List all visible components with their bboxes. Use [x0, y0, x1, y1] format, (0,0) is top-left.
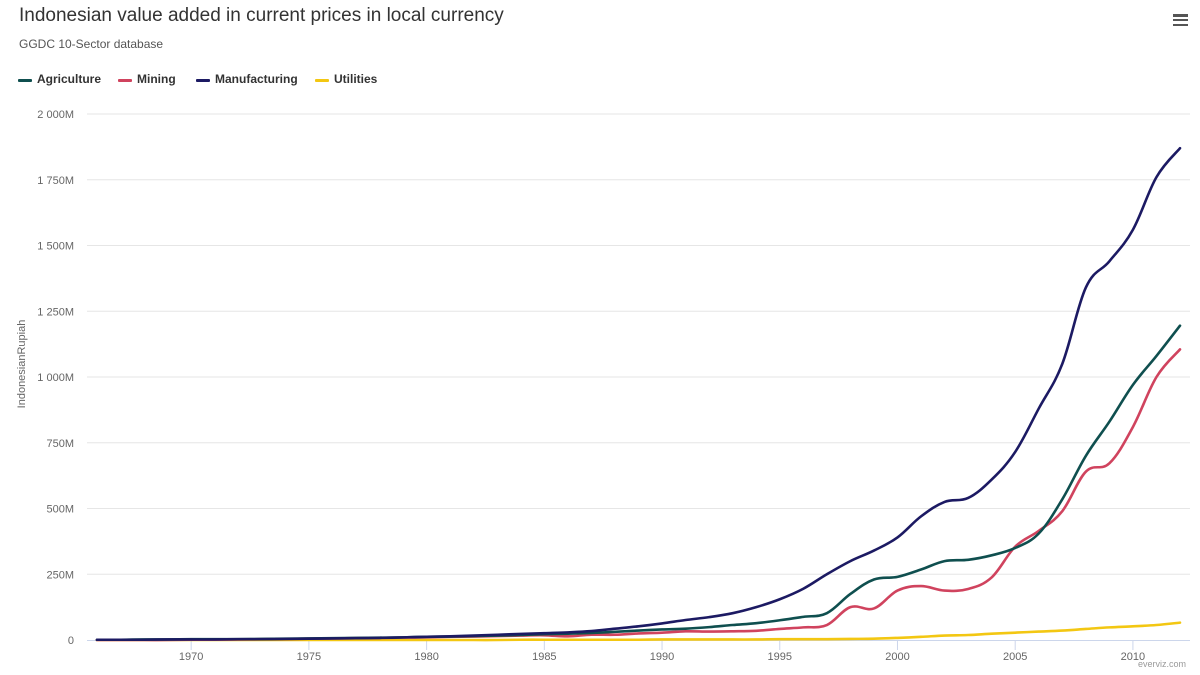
x-tick-label: 1975: [297, 651, 321, 663]
legend-label-manufacturing: Manufacturing: [215, 72, 298, 86]
legend-label-utilities: Utilities: [334, 72, 378, 86]
legend-swatch-utilities: [315, 79, 329, 82]
x-tick-label: 1980: [414, 651, 438, 663]
x-tick-label: 1970: [179, 651, 203, 663]
y-tick-label: 750M: [46, 438, 74, 450]
x-axis: 1970 1975 1980 1985 1990 1995 2000 2005 2010: [87, 640, 1190, 663]
gridlines: [87, 113, 1190, 575]
x-tick-label: 2005: [1003, 651, 1027, 663]
menu-bar: [1172, 18, 1188, 22]
y-tick-label: 1 000M: [37, 372, 74, 384]
series-lines: [95, 146, 1182, 642]
y-tick-label: 0: [68, 635, 74, 647]
menu-bar: [1172, 23, 1188, 27]
chart-title: Indonesian value added in current prices…: [19, 5, 504, 26]
y-tick-label: 1 500M: [37, 241, 74, 253]
y-tick-label: 500M: [46, 504, 74, 516]
y-tick-label: 1 750M: [37, 175, 74, 187]
x-tick-label: 1985: [532, 651, 556, 663]
y-tick-label: 250M: [46, 569, 74, 581]
legend-swatch-manufacturing: [196, 79, 210, 82]
x-tick-label: 2000: [885, 651, 909, 663]
legend-swatch-mining: [118, 79, 132, 82]
x-tick-label: 1995: [768, 651, 792, 663]
y-tick-label: 2 000M: [37, 109, 74, 121]
chart-subtitle: GGDC 10-Sector database: [19, 37, 164, 51]
y-tick-label: 1 250M: [37, 306, 74, 318]
y-axis-title: IndonesianRupiah: [16, 320, 28, 409]
legend-label-mining: Mining: [137, 72, 176, 86]
x-tick-label: 2010: [1121, 651, 1145, 663]
x-tick-label: 1990: [650, 651, 674, 663]
series-line-mining[interactable]: [95, 348, 1182, 642]
y-axis-labels: 0 250M 500M 750M 1 000M 1 250M 1 500M 1 750M 2 0…: [37, 109, 74, 647]
credit-link[interactable]: everviz.com: [1137, 659, 1186, 669]
menu-bar: [1172, 14, 1188, 17]
legend-label-agriculture: Agriculture: [37, 72, 102, 86]
series-line-manufacturing[interactable]: [95, 146, 1182, 642]
hamburger-menu-icon[interactable]: [1168, 10, 1192, 32]
legend-swatch-agriculture: [18, 79, 32, 82]
series-line-agriculture[interactable]: [95, 324, 1182, 642]
